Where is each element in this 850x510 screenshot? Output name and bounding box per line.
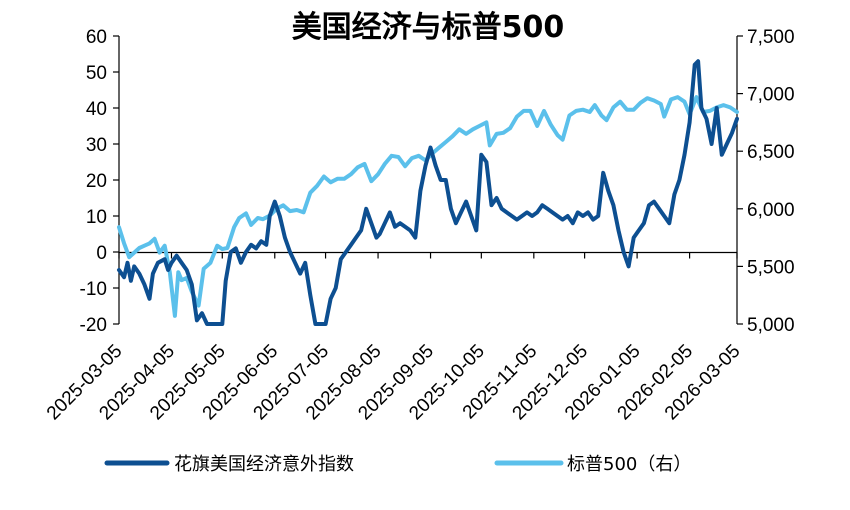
left-tick-label: 60	[86, 27, 107, 48]
right-tick-label: 5,000	[747, 315, 795, 336]
left-tick-label: 20	[86, 171, 107, 192]
sp500-series-line	[117, 95, 739, 318]
left-tick-label: -20	[80, 315, 107, 336]
chart-legend: 花旗美国经济意外指数 标普500（右）	[104, 454, 691, 475]
left-tick-label: 40	[86, 99, 107, 120]
chart-axes: -20 -10 0 10 20 30 40 50 60 5,000 5,500 6,000 6,500 7…	[43, 27, 795, 424]
right-tick-label: 7,000	[747, 85, 795, 106]
left-tick-label: -10	[80, 279, 107, 300]
chart-title: 美国经济与标普500	[292, 10, 565, 45]
right-tick-label: 7,500	[747, 27, 795, 48]
left-tick-label: 50	[86, 63, 107, 84]
left-tick-label: 30	[86, 135, 107, 156]
right-tick-label: 6,000	[747, 200, 795, 221]
left-tick-label: 10	[86, 207, 107, 228]
legend-surprise-index-label: 花旗美国经济意外指数	[174, 454, 354, 475]
left-tick-label: 0	[96, 243, 107, 264]
surprise-index-series-line	[117, 59, 739, 326]
chart-lines	[117, 59, 739, 326]
right-tick-label: 6,500	[747, 142, 795, 163]
right-tick-label: 5,500	[747, 257, 795, 278]
legend-sp500-label: 标普500（右）	[567, 454, 691, 475]
